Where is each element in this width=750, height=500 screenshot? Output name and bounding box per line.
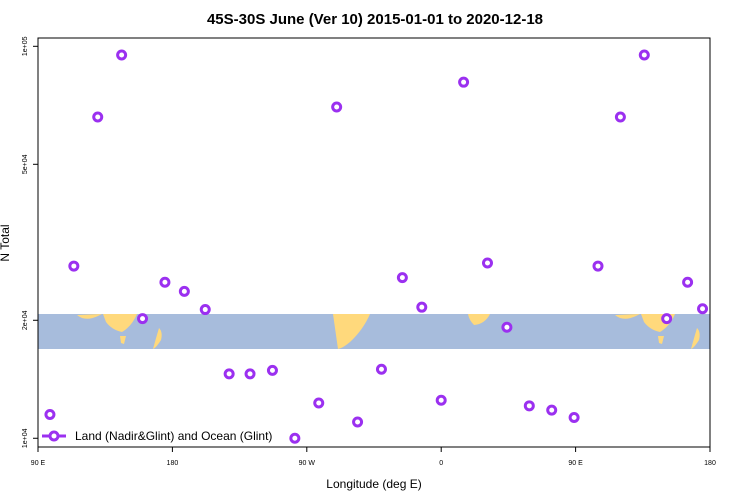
y-tick-label: 1e+04 <box>22 428 29 448</box>
legend-label: Land (Nadir&Glint) and Ocean (Glint) <box>75 429 272 443</box>
land-shape <box>103 314 137 332</box>
land-shape <box>658 336 664 344</box>
data-point <box>523 400 535 412</box>
data-point <box>661 313 673 325</box>
x-tick-label: 90 E <box>568 460 583 467</box>
data-point <box>159 276 171 288</box>
chart-title: 45S-30S June (Ver 10) 2015-01-01 to 2020… <box>207 11 543 28</box>
data-point <box>638 49 650 61</box>
data-point <box>546 404 558 416</box>
data-point <box>331 101 343 113</box>
land-shape <box>615 314 640 319</box>
x-tick-label: 180 <box>704 460 716 467</box>
x-tick-label: 0 <box>439 460 443 467</box>
data-point <box>266 364 278 376</box>
land-shape <box>333 314 370 349</box>
x-tick-label: 90 W <box>299 460 316 467</box>
data-point <box>244 368 256 380</box>
land-shape <box>77 314 102 319</box>
data-point <box>697 303 709 315</box>
x-axis-label: Longitude (deg E) <box>326 477 421 491</box>
data-point <box>682 276 694 288</box>
plot-frame <box>37 37 711 448</box>
x-tick-label: 90 E <box>31 460 46 467</box>
data-point <box>289 432 301 444</box>
data-point <box>614 111 626 123</box>
data-point <box>199 304 211 316</box>
ocean-band <box>38 314 710 349</box>
data-point <box>375 363 387 375</box>
data-point <box>352 416 364 428</box>
data-point <box>137 313 149 325</box>
map-band <box>38 314 710 349</box>
data-point <box>116 49 128 61</box>
data-point <box>458 76 470 88</box>
data-point <box>44 408 56 420</box>
data-point <box>223 368 235 380</box>
y-tick-label: 1e+05 <box>22 36 29 56</box>
data-point <box>481 257 493 269</box>
land-shape <box>468 314 490 325</box>
legend-marker <box>48 430 60 442</box>
data-point <box>313 397 325 409</box>
land-shape <box>153 328 162 349</box>
scatter-series <box>44 49 709 444</box>
data-point <box>435 394 447 406</box>
data-point <box>68 260 80 272</box>
y-tick-label: 5e+04 <box>22 154 29 174</box>
data-point <box>568 411 580 423</box>
data-point <box>178 285 190 297</box>
data-point <box>501 321 513 333</box>
x-tick-label: 180 <box>167 460 179 467</box>
y-axis: 1e+04 2e+04 5e+04 1e+05 <box>22 36 38 448</box>
land-shape <box>691 328 700 349</box>
data-point <box>92 111 104 123</box>
data-point <box>592 260 604 272</box>
data-point <box>416 301 428 313</box>
data-point <box>396 272 408 284</box>
x-axis: 90 E 180 90 W 0 90 E 180 <box>31 447 716 467</box>
y-tick-label: 2e+04 <box>22 310 29 330</box>
legend: Land (Nadir&Glint) and Ocean (Glint) <box>42 429 272 443</box>
y-axis-label: N Total <box>0 224 12 261</box>
land-shape <box>120 336 126 344</box>
